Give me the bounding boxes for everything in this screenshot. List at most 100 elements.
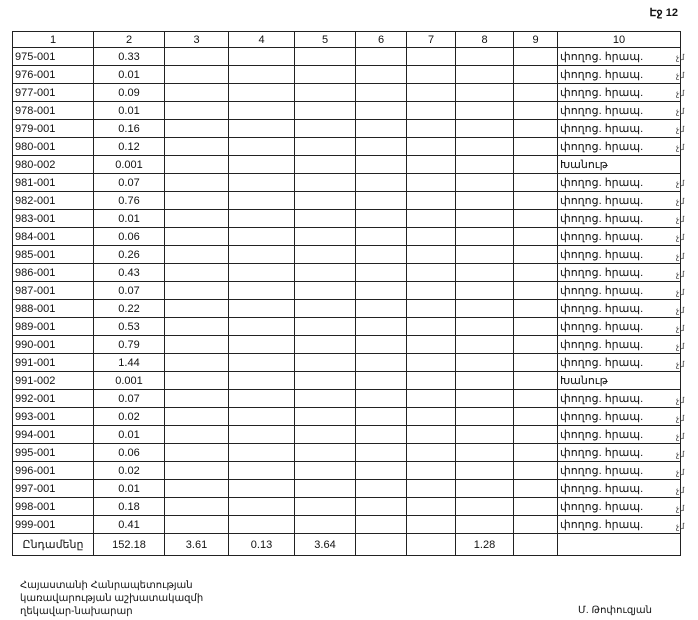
table-cell bbox=[294, 155, 356, 174]
data-table: 1 2 3 4 5 6 7 8 9 10 975-001 0.33 փողոց. հրապ. 976-0… bbox=[12, 31, 681, 556]
table-cell bbox=[455, 407, 514, 426]
table-cell bbox=[355, 425, 407, 444]
table-cell bbox=[513, 227, 558, 246]
table-cell bbox=[513, 353, 558, 372]
table-cell: փողոց. հրապ. bbox=[557, 317, 681, 336]
table-cell: փողոց. հրապ. bbox=[557, 119, 681, 138]
table-cell: 0.01 bbox=[93, 209, 165, 228]
table-cell bbox=[294, 425, 356, 444]
table-cell: 0.18 bbox=[93, 497, 165, 516]
table-cell bbox=[355, 263, 407, 282]
table-cell: 0.001 bbox=[93, 155, 165, 174]
margin-mark: չմ bbox=[676, 53, 685, 62]
table-cell: 0.01 bbox=[93, 425, 165, 444]
table-cell bbox=[164, 65, 229, 84]
table-cell bbox=[164, 299, 229, 318]
footer: Հայաստանի Հանրապետության կառավարության ա… bbox=[20, 579, 203, 618]
table-cell: 0.02 bbox=[93, 407, 165, 426]
page-number: Էջ 12 bbox=[649, 7, 679, 19]
table-cell bbox=[455, 443, 514, 462]
table-cell bbox=[406, 263, 456, 282]
table-cell bbox=[355, 389, 407, 408]
table-cell bbox=[406, 227, 456, 246]
table-cell bbox=[294, 227, 356, 246]
margin-mark: չմ bbox=[676, 450, 685, 460]
table-cell bbox=[228, 335, 295, 354]
footer-line: կառավարության աշխատակազմի bbox=[20, 593, 204, 604]
table-cell: 989-001 bbox=[12, 317, 94, 336]
table-cell: փողոց. հրապ. bbox=[557, 479, 681, 498]
margin-mark: չմ bbox=[676, 504, 685, 514]
table-cell bbox=[355, 47, 407, 66]
table-cell: փողոց. հրապ. bbox=[557, 47, 681, 66]
table-cell bbox=[228, 281, 295, 300]
table-cell bbox=[513, 173, 558, 192]
table-cell bbox=[455, 47, 514, 66]
table-cell: 0.07 bbox=[93, 389, 165, 408]
table-cell bbox=[228, 479, 295, 498]
table-cell: փողոց. հրապ. bbox=[557, 389, 681, 408]
table-cell bbox=[228, 497, 295, 516]
table-row: 989-001 0.53 փողոց. հրապ. bbox=[12, 317, 681, 336]
table-cell bbox=[406, 191, 456, 210]
table-cell bbox=[355, 317, 407, 336]
table-row: 991-002 0.001 Խանութ bbox=[12, 371, 681, 390]
table-cell bbox=[294, 515, 356, 534]
table-cell bbox=[164, 407, 229, 426]
table-cell: 997-001 bbox=[12, 479, 94, 498]
column-header: 1 bbox=[12, 31, 94, 48]
table-row: 998-001 0.18 փողոց. հրապ. bbox=[12, 497, 681, 516]
margin-mark: չմ bbox=[676, 468, 685, 478]
table-cell: 0.16 bbox=[93, 119, 165, 138]
table-cell bbox=[513, 515, 558, 534]
table-cell bbox=[406, 101, 456, 120]
table-cell: փողոց. հրապ. bbox=[557, 515, 681, 534]
table-cell: փողոց. հրապ. bbox=[557, 335, 681, 354]
table-cell bbox=[228, 227, 295, 246]
table-cell bbox=[406, 209, 456, 228]
table-cell bbox=[228, 461, 295, 480]
table-row: 986-001 0.43 փողոց. հրապ. bbox=[12, 263, 681, 282]
table-cell bbox=[294, 497, 356, 516]
table-cell: փողոց. հրապ. bbox=[557, 227, 681, 246]
table-cell bbox=[164, 263, 229, 282]
table-cell bbox=[355, 83, 407, 102]
table-cell bbox=[355, 443, 407, 462]
table-cell bbox=[455, 173, 514, 192]
table-cell bbox=[355, 407, 407, 426]
table-cell bbox=[228, 443, 295, 462]
column-header: 2 bbox=[93, 31, 165, 48]
table-cell: փողոց. հրապ. bbox=[557, 263, 681, 282]
table-cell: փողոց. հրապ. bbox=[557, 191, 681, 210]
margin-mark bbox=[676, 374, 684, 392]
table-cell: 0.43 bbox=[93, 263, 165, 282]
table-cell bbox=[513, 83, 558, 102]
table-row: 996-001 0.02 փողոց. հրապ. bbox=[12, 461, 681, 480]
table-cell: փողոց. հրապ. bbox=[557, 137, 681, 156]
table-cell bbox=[294, 371, 356, 390]
table-cell: փողոց. հրապ. bbox=[557, 443, 681, 462]
table-cell bbox=[294, 191, 356, 210]
table-cell: 0.33 bbox=[93, 47, 165, 66]
table-cell: 982-001 bbox=[12, 191, 94, 210]
table-cell bbox=[294, 461, 356, 480]
table-cell bbox=[406, 479, 456, 498]
table-cell: 985-001 bbox=[12, 245, 94, 264]
column-header: 9 bbox=[513, 31, 558, 48]
table-cell bbox=[455, 425, 514, 444]
column-header: 4 bbox=[228, 31, 295, 48]
table-cell bbox=[164, 317, 229, 336]
table-cell bbox=[455, 101, 514, 120]
table-cell bbox=[228, 353, 295, 372]
table-cell bbox=[455, 335, 514, 354]
table-cell bbox=[355, 515, 407, 534]
margin-mark: չմ bbox=[676, 143, 685, 153]
table-cell: 977-001 bbox=[12, 83, 94, 102]
table-cell: փողոց. հրապ. bbox=[557, 281, 681, 300]
table-cell bbox=[228, 47, 295, 66]
table-cell bbox=[164, 479, 229, 498]
header-row: 1 2 3 4 5 6 7 8 9 10 bbox=[12, 31, 681, 48]
table-cell bbox=[513, 281, 558, 300]
table-cell bbox=[164, 335, 229, 354]
table-row: 994-001 0.01 փողոց. հրապ. bbox=[12, 425, 681, 444]
